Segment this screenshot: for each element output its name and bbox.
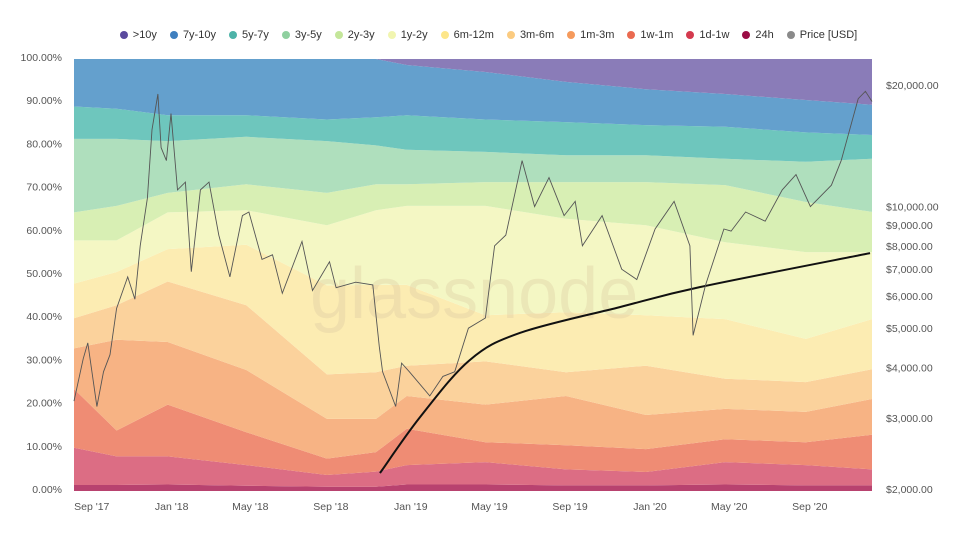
legend-item-6m-12m[interactable]: 6m-12m [440, 29, 494, 41]
band-7y-10y [74, 59, 872, 135]
legend-dot-icon [686, 31, 695, 39]
legend-dot-icon [119, 31, 128, 39]
band-1w-1m [74, 389, 872, 475]
left-tick-label: 20.00% [26, 398, 62, 410]
legend-dot-icon [786, 31, 795, 39]
legend-item-1m-3m[interactable]: 1m-3m [567, 29, 614, 41]
legend-item-24h[interactable]: 24h [742, 29, 774, 41]
left-tick-label: 100.00% [21, 52, 62, 64]
legend-label: 1m-3m [580, 29, 615, 41]
right-tick-label: $7,000.00 [886, 264, 933, 276]
left-tick-label: 30.00% [26, 354, 62, 366]
legend-dot-icon [334, 31, 343, 39]
legend-dot-icon [567, 31, 576, 39]
legend-label: >10y [132, 29, 157, 41]
left-tick-label: 50.00% [26, 268, 62, 280]
right-tick-label: $3,000.00 [886, 413, 933, 425]
legend-item-price[interactable]: Price [USD] [786, 29, 858, 41]
band-6m-12m [74, 244, 872, 383]
legend-dot-icon [440, 31, 449, 39]
legend-label: 5y-7y [241, 29, 269, 41]
right-tick-label: $10,000.00 [886, 202, 939, 214]
x-tick-label: May '18 [232, 501, 269, 513]
glassnode-watermark: glassnode [310, 254, 638, 334]
legend-item-1d-1w[interactable]: 1d-1w [686, 29, 729, 41]
band-gt-10y [74, 59, 872, 105]
left-tick-label: 60.00% [26, 225, 62, 237]
x-tick-label: Sep '18 [313, 501, 348, 513]
legend-dot-icon [742, 31, 751, 39]
band-1d-1w [74, 447, 872, 487]
left-tick-label: 90.00% [26, 95, 62, 107]
legend-label: 1w-1m [640, 29, 674, 41]
band-1m-3m [74, 339, 872, 459]
x-tick-label: Jan '18 [155, 501, 189, 513]
x-tick-label: Sep '19 [552, 501, 587, 513]
left-tick-label: 40.00% [26, 311, 62, 323]
legend-label: 7y-10y [182, 29, 216, 41]
legend-dot-icon [387, 31, 396, 39]
legend-item-3y-5y[interactable]: 3y-5y [281, 29, 322, 41]
stacked-bands [74, 59, 872, 491]
left-tick-label: 70.00% [26, 182, 62, 194]
legend-label: 1d-1w [699, 29, 730, 41]
legend-label: 3m-6m [519, 29, 555, 41]
left-axis: 0.00% 10.00% 20.00% 30.00% 40.00% 50.00% 60.00… [21, 52, 62, 496]
legend-dot-icon [228, 31, 237, 39]
legend-item-2y-3y[interactable]: 2y-3y [334, 29, 375, 41]
price-line [73, 90, 873, 407]
legend-dot-icon [281, 31, 290, 39]
left-tick-label: 0.00% [32, 484, 62, 496]
legend-label: 2y-3y [347, 29, 375, 41]
legend-label: 6m-12m [453, 29, 494, 41]
right-tick-label: $9,000.00 [886, 220, 933, 232]
legend-label: 24h [755, 29, 774, 41]
legend-item-gt-10y[interactable]: >10y [119, 29, 157, 41]
x-tick-label: Sep '17 [74, 501, 109, 513]
right-axis: $2,000.00 $3,000.00 $4,000.00 $5,000.00 $6,0… [886, 80, 939, 496]
band-5y-7y [74, 106, 872, 162]
legend-dot-icon [169, 31, 178, 39]
left-tick-label: 80.00% [26, 138, 62, 150]
right-tick-label: $5,000.00 [886, 323, 933, 335]
legend: >10y 7y-10y 5y-7y 3y-5y 2y-3y 1y-2y 6m-12m 3m-6… [0, 29, 965, 41]
x-tick-label: Jan '19 [394, 501, 428, 513]
right-tick-label: $4,000.00 [886, 362, 933, 374]
x-tick-label: May '20 [711, 501, 748, 513]
legend-dot-icon [506, 31, 515, 39]
band-3y-5y [74, 136, 872, 213]
band-1y-2y [74, 205, 872, 339]
legend-item-1w-1m[interactable]: 1w-1m [627, 29, 673, 41]
right-tick-label: $2,000.00 [886, 484, 933, 496]
legend-item-1y-2y[interactable]: 1y-2y [387, 29, 428, 41]
legend-label: 3y-5y [294, 29, 322, 41]
band-24h [74, 484, 872, 491]
band-3m-6m [74, 281, 872, 419]
x-axis: Sep '17 Jan '18 May '18 Sep '18 Jan '19 May '… [74, 501, 828, 513]
annotation-curve [379, 252, 871, 474]
legend-dot-icon [627, 31, 636, 39]
legend-label: Price [USD] [799, 29, 858, 41]
x-tick-label: May '19 [471, 501, 508, 513]
right-tick-label: $20,000.00 [886, 80, 939, 92]
left-tick-label: 10.00% [26, 441, 62, 453]
legend-item-7y-10y[interactable]: 7y-10y [169, 29, 216, 41]
legend-item-3m-6m[interactable]: 3m-6m [506, 29, 555, 41]
x-tick-label: Jan '20 [633, 501, 667, 513]
right-tick-label: $6,000.00 [886, 291, 933, 303]
band-2y-3y [74, 182, 872, 253]
x-tick-label: Sep '20 [792, 501, 827, 513]
right-tick-label: $8,000.00 [886, 241, 933, 253]
legend-item-5y-7y[interactable]: 5y-7y [228, 29, 269, 41]
legend-label: 1y-2y [400, 29, 428, 41]
